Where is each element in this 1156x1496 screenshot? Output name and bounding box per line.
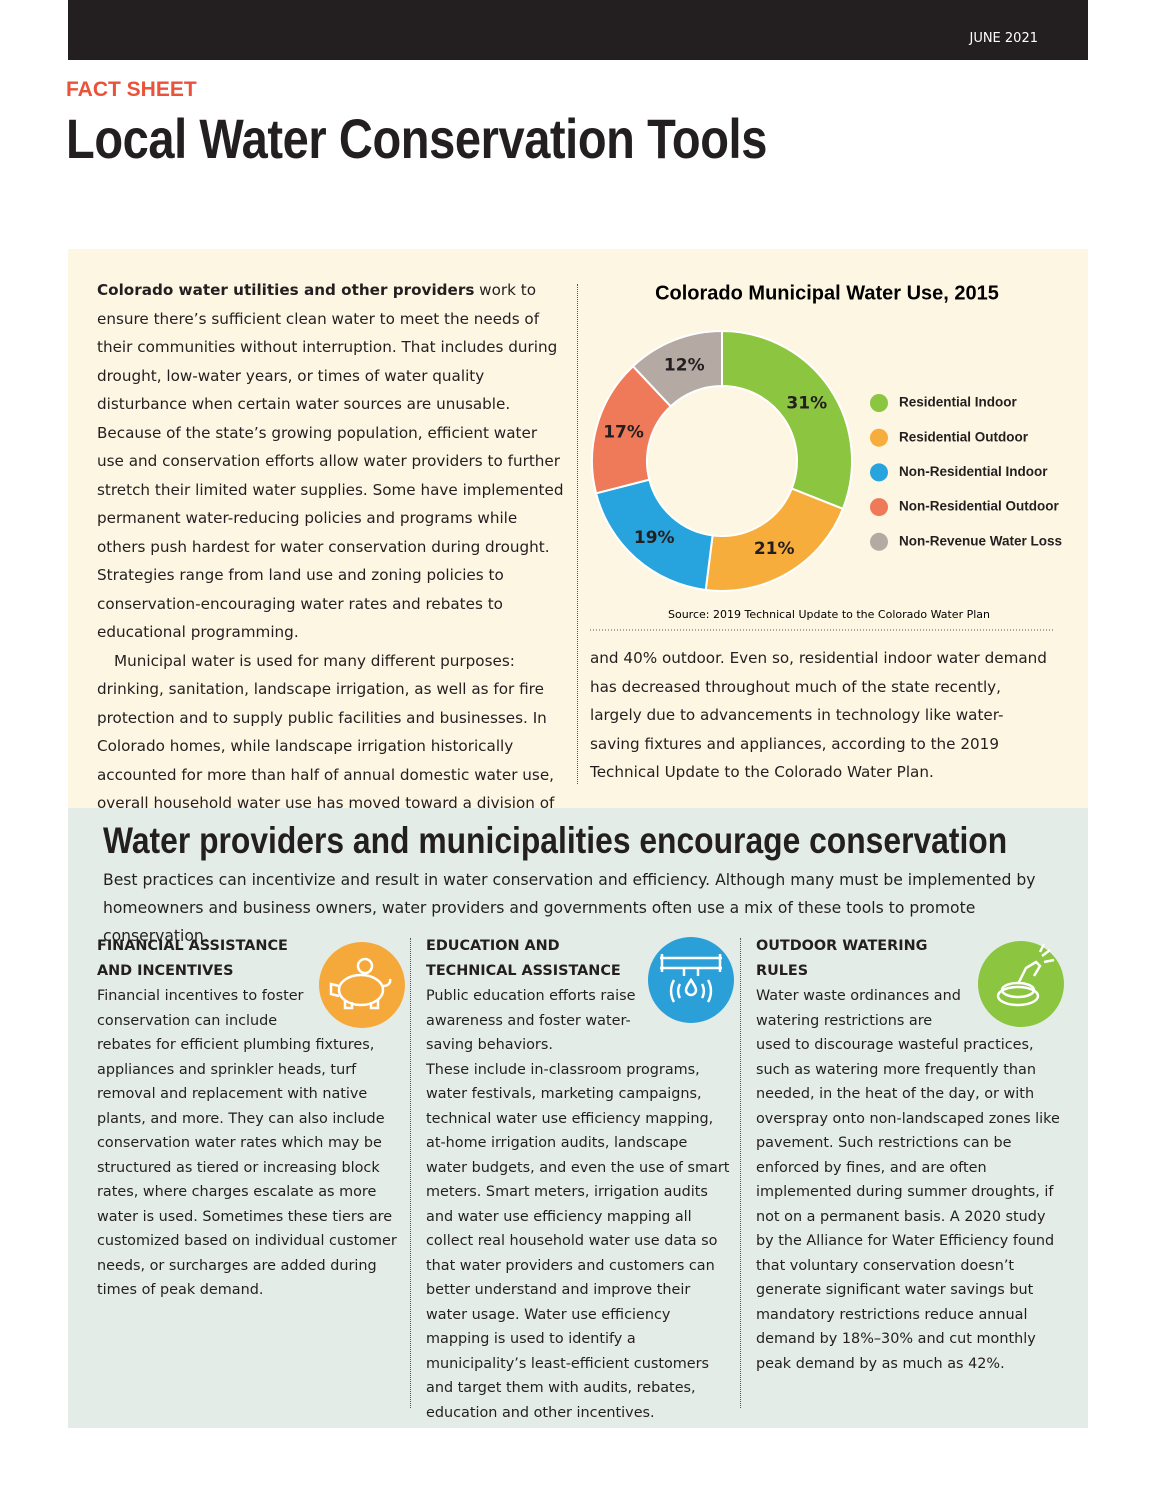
lead: Colorado water utilities and other provi… xyxy=(97,281,475,299)
text: work to ensure there’s sufficient clean … xyxy=(97,281,564,641)
column: EDUCATION AND TECHNICAL ASSISTANCE Publi… xyxy=(426,934,734,1425)
value-label: 31% xyxy=(786,393,827,413)
chart-source: Source: 2019 Technical Update to the Col… xyxy=(668,608,990,621)
piggy-icon xyxy=(319,942,405,1028)
column-text: Water waste ordinances and watering rest… xyxy=(756,988,1060,1372)
intro-left: Colorado water utilities and other provi… xyxy=(97,276,565,846)
column-heading: FINANCIAL ASSISTANCE AND INCENTIVES xyxy=(97,938,288,979)
legend-swatch xyxy=(870,428,888,447)
divider xyxy=(577,284,578,784)
legend-swatch xyxy=(870,532,888,551)
column-text: These include in-classroom programs, wat… xyxy=(426,1061,730,1421)
legend-label: Residential Indoor xyxy=(899,395,1018,410)
page-title: Local Water Conservation Tools xyxy=(66,107,767,170)
kicker: FACT SHEET xyxy=(66,78,197,101)
legend-swatch xyxy=(870,394,888,412)
header-bar xyxy=(68,0,1088,60)
legend-swatch xyxy=(870,498,888,517)
intro-panel xyxy=(68,249,1088,808)
legend-label: Residential Outdoor xyxy=(899,429,1029,444)
column: OUTDOOR WATERING RULES Water waste ordin… xyxy=(756,934,1064,1376)
section-title: Water providers and municipalities encou… xyxy=(103,820,1008,861)
donut-segment xyxy=(721,329,853,511)
divider xyxy=(740,938,741,1408)
hose-icon xyxy=(978,941,1064,1027)
section-intro: Best practices can incentivize and resul… xyxy=(103,871,1036,945)
section-panel xyxy=(68,808,1088,1428)
donut-segment xyxy=(704,487,845,592)
column-heading: OUTDOOR WATERING RULES xyxy=(756,938,928,979)
divider xyxy=(410,938,411,1408)
paragraph: and 40% outdoor. Even so, residential in… xyxy=(590,649,1047,781)
intro-right: and 40% outdoor. Even so, residential in… xyxy=(590,644,1052,787)
column-heading: EDUCATION AND TECHNICAL ASSISTANCE xyxy=(426,938,621,979)
chart: Colorado Municipal Water Use, 2015 Sourc… xyxy=(590,282,1062,631)
column: FINANCIAL ASSISTANCE AND INCENTIVES Fina… xyxy=(97,934,405,1303)
value-label: 17% xyxy=(603,422,644,442)
legend-label: Non-Residential Outdoor xyxy=(899,499,1059,514)
chart-title: Colorado Municipal Water Use, 2015 xyxy=(655,282,999,304)
column-text: Public education efforts raise awareness… xyxy=(426,988,636,1053)
legend-label: Non-Residential Indoor xyxy=(899,464,1048,479)
legend-swatch xyxy=(870,463,888,482)
paragraph: Colorado water utilities and other provi… xyxy=(97,276,565,647)
pipe-icon xyxy=(648,937,734,1023)
donut-segment xyxy=(631,329,723,408)
date: JUNE 2021 xyxy=(969,31,1038,46)
value-label: 12% xyxy=(664,356,705,376)
value-label: 21% xyxy=(754,539,795,559)
legend-label: Non-Revenue Water Loss xyxy=(899,533,1062,548)
column-text: Financial incentives to foster conservat… xyxy=(97,988,397,1298)
value-label: 19% xyxy=(634,528,675,548)
